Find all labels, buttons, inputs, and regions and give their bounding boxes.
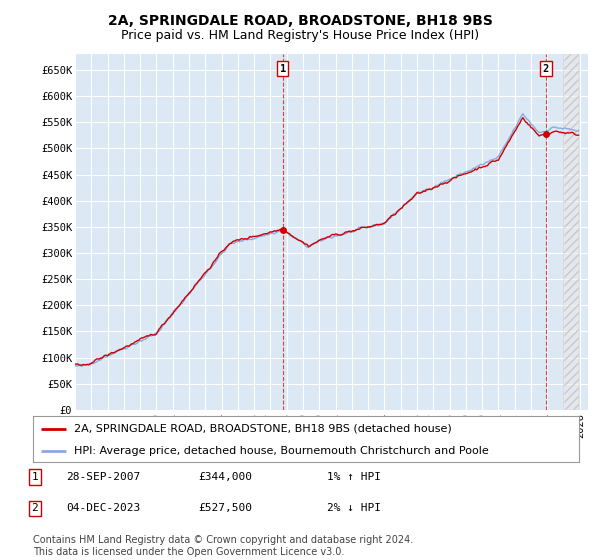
Text: 1: 1 bbox=[280, 63, 286, 73]
Text: Contains HM Land Registry data © Crown copyright and database right 2024.
This d: Contains HM Land Registry data © Crown c… bbox=[33, 535, 413, 557]
Text: 04-DEC-2023: 04-DEC-2023 bbox=[66, 503, 140, 514]
Text: 1% ↑ HPI: 1% ↑ HPI bbox=[327, 472, 381, 482]
Text: 2% ↓ HPI: 2% ↓ HPI bbox=[327, 503, 381, 514]
Text: 28-SEP-2007: 28-SEP-2007 bbox=[66, 472, 140, 482]
Text: £344,000: £344,000 bbox=[198, 472, 252, 482]
Text: HPI: Average price, detached house, Bournemouth Christchurch and Poole: HPI: Average price, detached house, Bour… bbox=[74, 446, 488, 455]
Text: 2: 2 bbox=[543, 63, 549, 73]
Polygon shape bbox=[563, 54, 578, 410]
Text: £527,500: £527,500 bbox=[198, 503, 252, 514]
Text: 2A, SPRINGDALE ROAD, BROADSTONE, BH18 9BS: 2A, SPRINGDALE ROAD, BROADSTONE, BH18 9B… bbox=[107, 14, 493, 28]
Text: 2: 2 bbox=[31, 503, 38, 514]
Text: Price paid vs. HM Land Registry's House Price Index (HPI): Price paid vs. HM Land Registry's House … bbox=[121, 29, 479, 42]
Text: 1: 1 bbox=[31, 472, 38, 482]
Text: 2A, SPRINGDALE ROAD, BROADSTONE, BH18 9BS (detached house): 2A, SPRINGDALE ROAD, BROADSTONE, BH18 9B… bbox=[74, 424, 452, 434]
